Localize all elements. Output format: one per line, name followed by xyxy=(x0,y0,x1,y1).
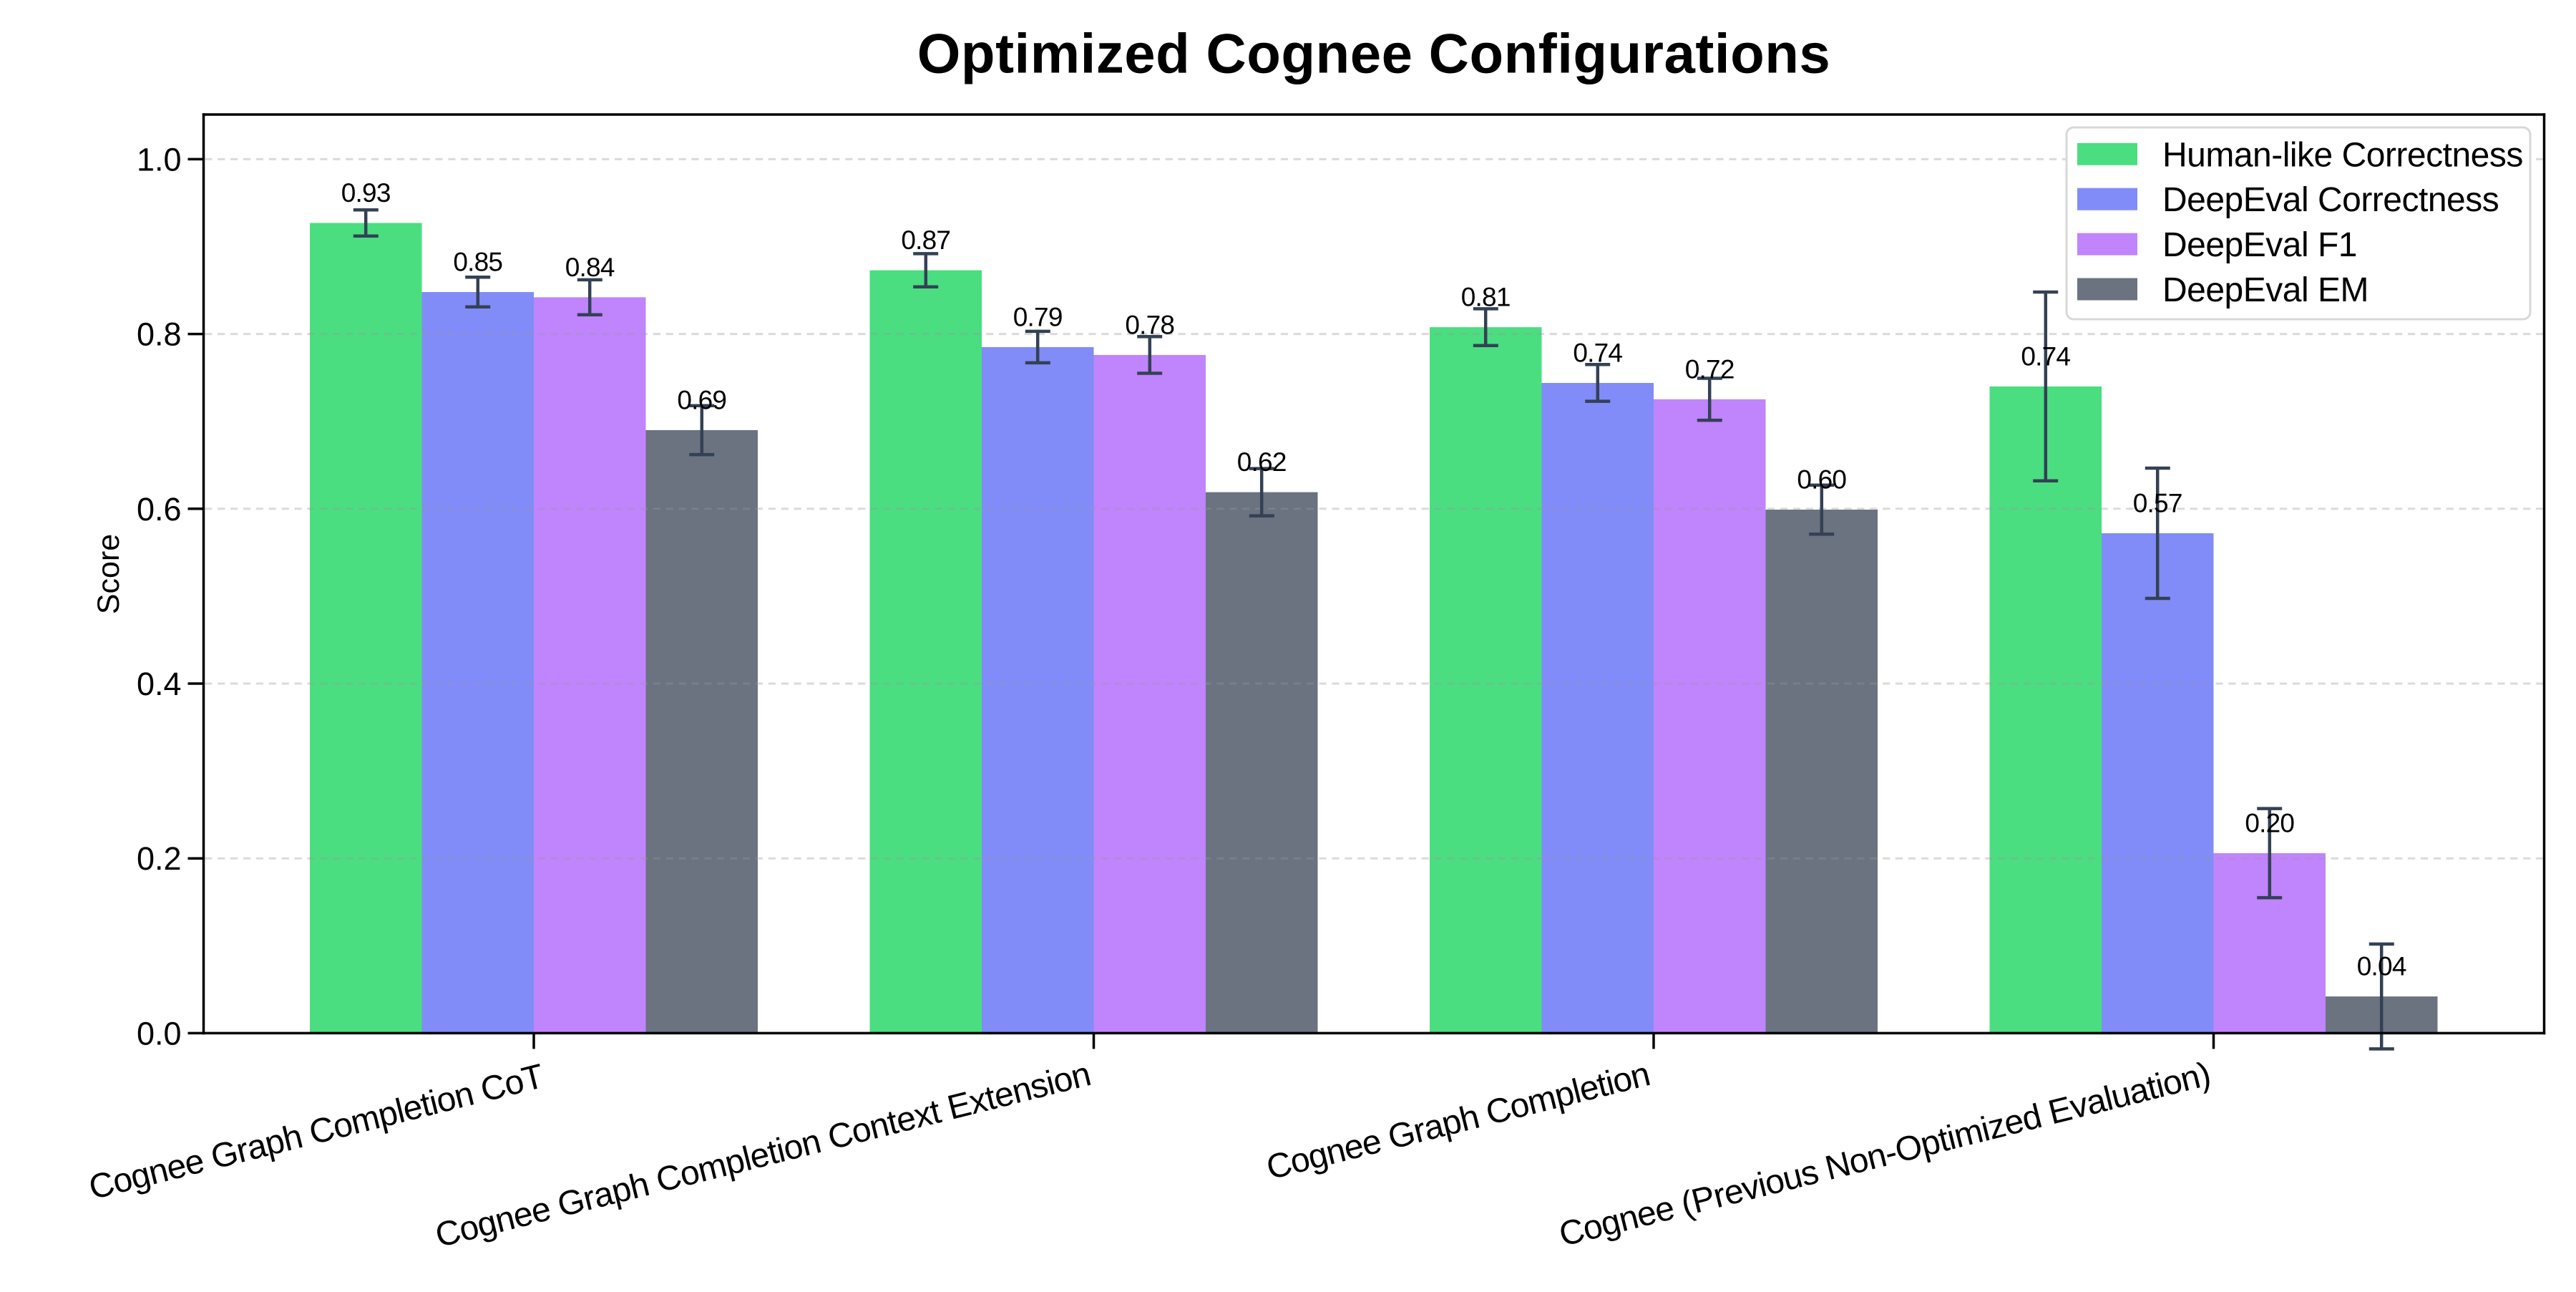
svg-text:0.84: 0.84 xyxy=(565,253,615,282)
svg-text:0.69: 0.69 xyxy=(677,385,726,414)
svg-text:0.62: 0.62 xyxy=(1237,447,1287,477)
svg-text:0.04: 0.04 xyxy=(2357,952,2406,981)
svg-text:0.20: 0.20 xyxy=(2245,808,2294,837)
svg-text:1.0: 1.0 xyxy=(137,141,182,178)
svg-text:0.60: 0.60 xyxy=(1797,465,1846,495)
svg-text:0.8: 0.8 xyxy=(137,316,182,353)
svg-text:0.93: 0.93 xyxy=(341,178,391,208)
svg-text:0.81: 0.81 xyxy=(1461,283,1511,312)
svg-text:0.72: 0.72 xyxy=(1685,354,1735,384)
svg-text:0.0: 0.0 xyxy=(137,1015,182,1051)
svg-text:0.6: 0.6 xyxy=(137,491,182,528)
svg-text:DeepEval F1: DeepEval F1 xyxy=(2162,226,2357,264)
svg-text:Human-like Correctness: Human-like Correctness xyxy=(2162,136,2523,174)
svg-text:Score: Score xyxy=(92,534,126,614)
svg-text:0.74: 0.74 xyxy=(1573,339,1622,368)
svg-text:0.74: 0.74 xyxy=(2021,341,2070,371)
svg-text:Optimized Cognee Configuration: Optimized Cognee Configurations xyxy=(917,22,1831,85)
svg-text:0.78: 0.78 xyxy=(1125,310,1174,339)
svg-text:0.4: 0.4 xyxy=(137,666,182,702)
svg-text:0.57: 0.57 xyxy=(2133,489,2182,518)
svg-text:0.79: 0.79 xyxy=(1013,302,1063,331)
svg-text:0.87: 0.87 xyxy=(901,225,950,255)
svg-text:0.85: 0.85 xyxy=(453,248,502,277)
svg-text:DeepEval EM: DeepEval EM xyxy=(2162,271,2368,309)
svg-text:DeepEval Correctness: DeepEval Correctness xyxy=(2162,181,2499,219)
svg-text:0.2: 0.2 xyxy=(137,840,182,877)
